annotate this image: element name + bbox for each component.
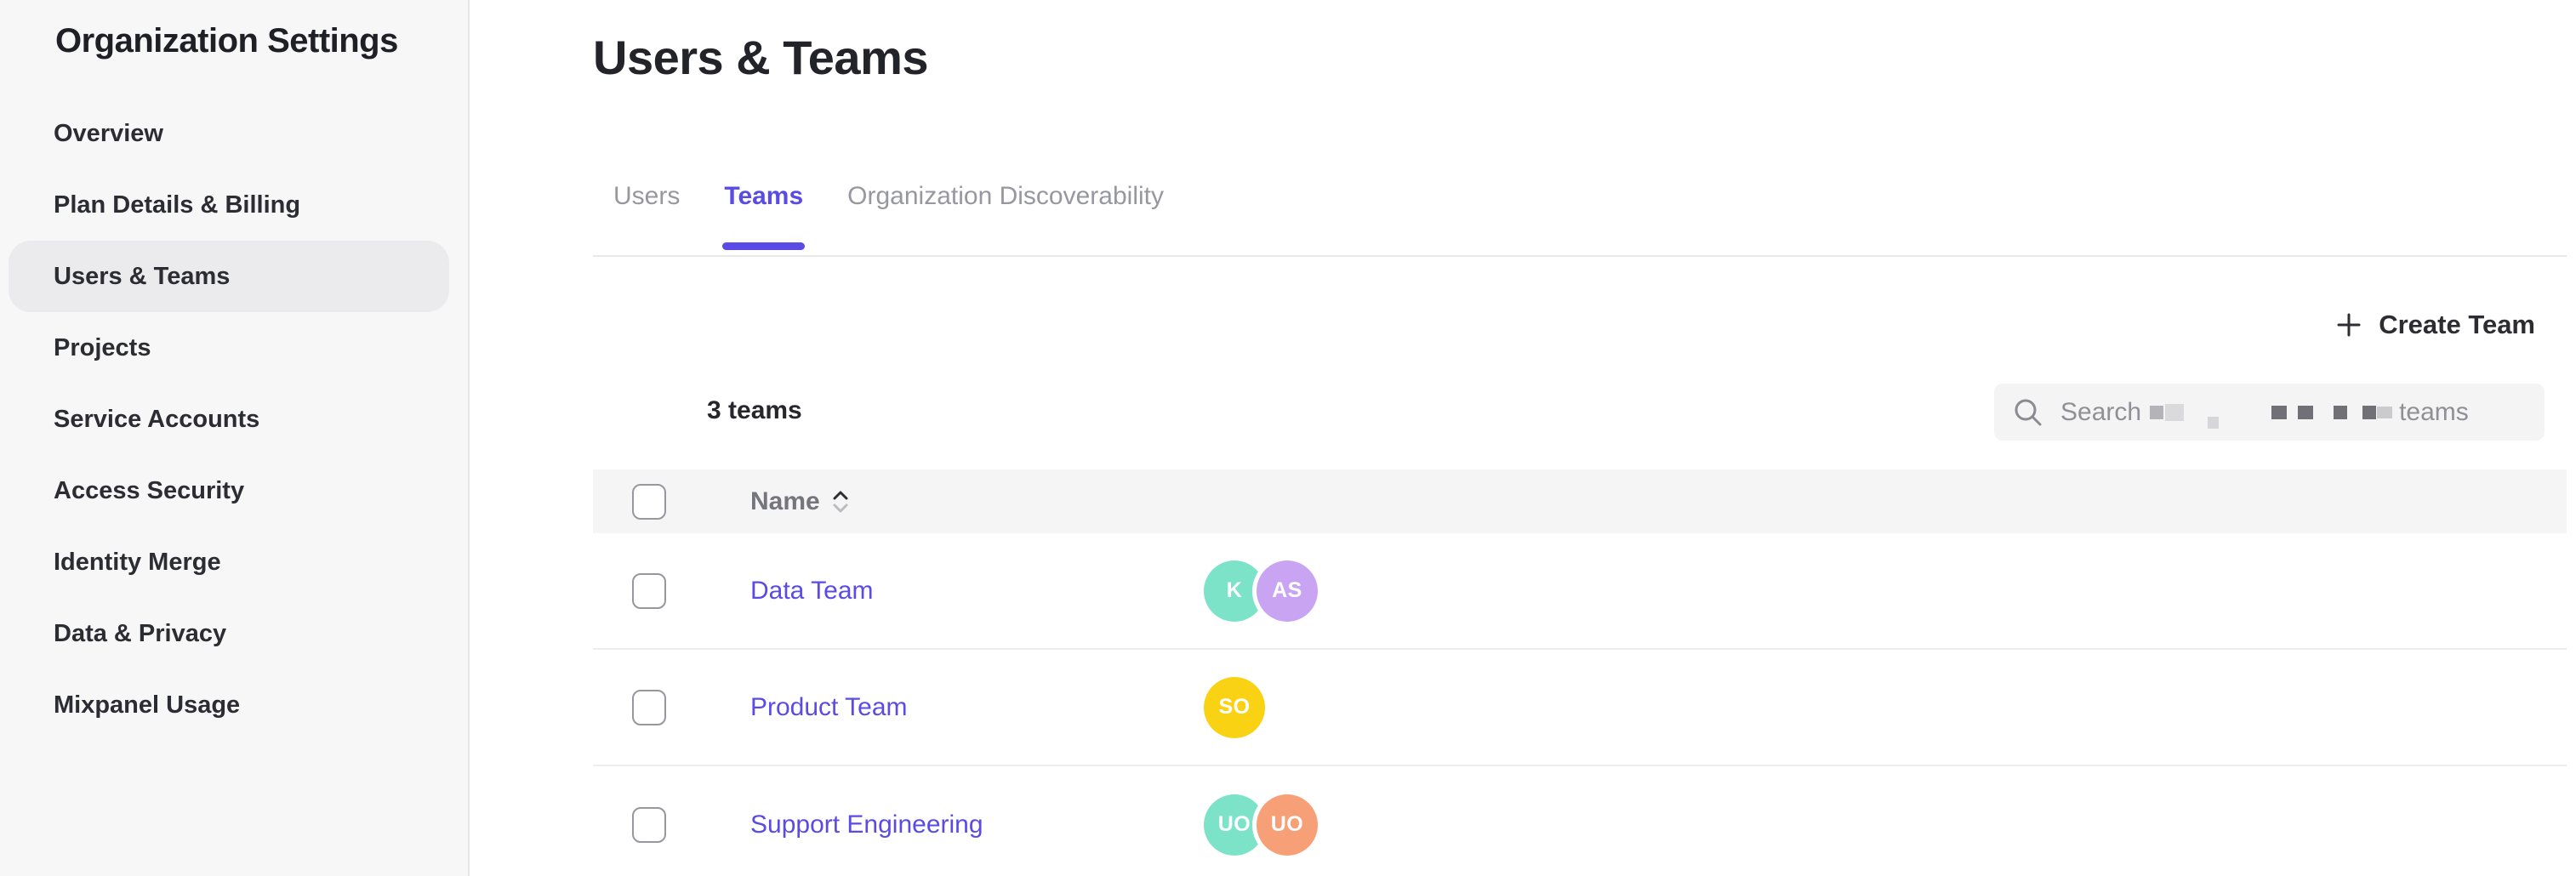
table-row: Support Engineering UO UO	[593, 766, 2567, 876]
sidebar-item-service-accounts[interactable]: Service Accounts	[54, 405, 260, 433]
redacted-block	[2165, 403, 2185, 421]
teams-table: Name Data Team K AS Product Team	[593, 469, 2567, 876]
table-row: Product Team SO	[593, 650, 2567, 766]
avatar: UO	[1204, 794, 1265, 856]
teams-count: 3 teams	[707, 396, 802, 424]
redacted-block	[2377, 406, 2393, 418]
sidebar-item-plan-details-billing[interactable]: Plan Details & Billing	[54, 191, 301, 219]
table-row: Data Team K AS	[593, 533, 2567, 650]
tab-teams[interactable]: Teams	[722, 182, 805, 250]
row-checkbox[interactable]	[632, 806, 666, 843]
team-name-link[interactable]: Product Team	[750, 692, 908, 721]
create-team-label: Create Team	[2379, 310, 2535, 339]
team-name-link[interactable]: Support Engineering	[750, 810, 983, 839]
create-team-button[interactable]: Create Team	[2336, 306, 2535, 344]
table-header: Name	[593, 469, 2567, 533]
avatar-group: SO	[1204, 676, 1323, 738]
sidebar-item-users-teams[interactable]: Users & Teams	[9, 241, 449, 312]
search-input[interactable]: Search teams	[1994, 384, 2545, 441]
sidebar-title: Organization Settings	[55, 22, 398, 60]
avatar-group: K AS	[1204, 560, 1323, 622]
sidebar: Organization Settings Overview Plan Deta…	[0, 0, 470, 876]
sidebar-item-overview[interactable]: Overview	[54, 119, 163, 147]
team-name-link[interactable]: Data Team	[750, 576, 874, 605]
sort-icon	[833, 491, 848, 512]
tab-users[interactable]: Users	[613, 182, 681, 210]
main-content: Users & Teams Users Teams Organization D…	[471, 0, 2576, 876]
sidebar-item-mixpanel-usage[interactable]: Mixpanel Usage	[54, 691, 241, 719]
tab-organization-discoverability[interactable]: Organization Discoverability	[847, 182, 1164, 210]
avatar: AS	[1257, 560, 1318, 622]
sidebar-item-projects[interactable]: Projects	[54, 333, 151, 361]
tabs-divider	[593, 255, 2567, 257]
redacted-block	[2334, 405, 2348, 419]
name-column-header[interactable]: Name	[750, 487, 849, 516]
sidebar-item-data-privacy[interactable]: Data & Privacy	[54, 619, 227, 647]
avatar-group: UO UO	[1204, 794, 1323, 856]
select-all-checkbox[interactable]	[632, 483, 666, 520]
search-placeholder-prefix: Search	[2060, 397, 2142, 426]
row-checkbox[interactable]	[632, 689, 666, 725]
row-checkbox[interactable]	[632, 572, 666, 609]
page-title: Users & Teams	[593, 31, 929, 84]
tab-bar: Users Teams Organization Discoverability	[613, 179, 1164, 250]
avatar: UO	[1257, 794, 1318, 856]
sidebar-item-identity-merge[interactable]: Identity Merge	[54, 548, 221, 576]
search-placeholder-suffix: teams	[2399, 397, 2469, 426]
sidebar-item-access-security[interactable]: Access Security	[54, 476, 245, 504]
redacted-block	[2362, 405, 2377, 419]
redacted-block	[2208, 416, 2220, 429]
plus-icon	[2337, 313, 2361, 337]
name-header-label: Name	[750, 486, 820, 515]
redacted-block	[2271, 405, 2288, 419]
search-icon	[2015, 399, 2042, 425]
avatar: SO	[1204, 676, 1265, 738]
avatar: K	[1204, 560, 1265, 622]
redacted-block	[2150, 405, 2164, 419]
sidebar-nav: Overview Plan Details & Billing Users & …	[0, 98, 468, 741]
redacted-block	[2298, 405, 2314, 419]
